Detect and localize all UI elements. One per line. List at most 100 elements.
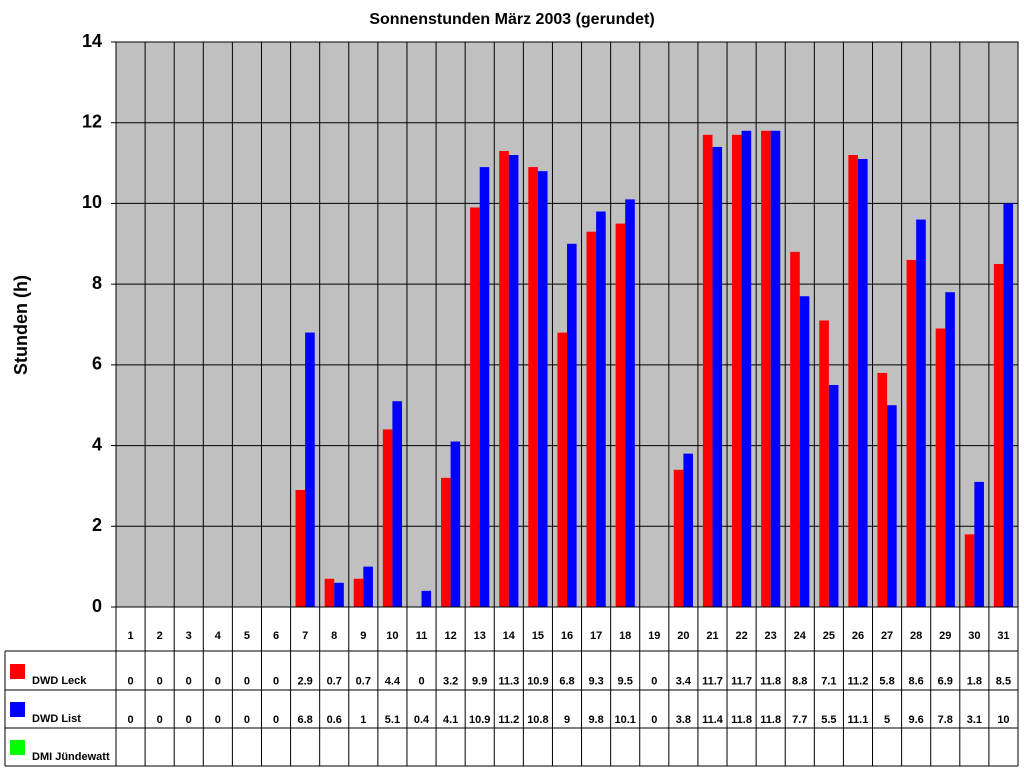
- x-tick-label: 3: [186, 630, 192, 642]
- table-value: 9: [564, 714, 570, 726]
- x-tick-label: 2: [157, 630, 163, 642]
- x-tick-label: 8: [331, 630, 337, 642]
- table-value: 0: [127, 714, 133, 726]
- y-tick-label: 0: [92, 596, 102, 616]
- table-value: 8.8: [792, 675, 807, 687]
- table-value: 0: [418, 675, 424, 687]
- bar: [887, 405, 897, 607]
- bar: [741, 130, 752, 608]
- bar: [305, 332, 315, 607]
- x-tick-label: 1: [127, 630, 133, 642]
- legend-label: DWD Leck: [32, 675, 87, 687]
- bar: [567, 243, 577, 608]
- table-value: 9.9: [472, 675, 487, 687]
- table-value: 5.5: [821, 714, 836, 726]
- bar: [596, 211, 606, 607]
- table-value: 11.7: [731, 675, 752, 687]
- bar: [935, 328, 946, 607]
- table-value: 10: [997, 714, 1009, 726]
- bar: [537, 171, 548, 607]
- bar: [363, 566, 373, 607]
- table-value: 8.6: [909, 675, 924, 687]
- x-tick-label: 30: [968, 630, 980, 642]
- bar: [916, 219, 926, 608]
- y-axis-label: Stunden (h): [11, 275, 31, 375]
- y-tick-label: 12: [82, 111, 102, 131]
- bar: [295, 489, 306, 607]
- x-tick-label: 15: [532, 630, 544, 642]
- x-tick-label: 19: [648, 630, 660, 642]
- x-tick-label: 13: [474, 630, 486, 642]
- table-value: 10.9: [527, 675, 548, 687]
- y-tick-label: 4: [92, 434, 102, 454]
- table-value: 1: [360, 714, 366, 726]
- table-value: 11.2: [848, 675, 869, 687]
- bar: [528, 167, 538, 607]
- table-value: 10.9: [469, 714, 490, 726]
- table-value: 11.2: [498, 714, 519, 726]
- x-tick-label: 22: [735, 630, 747, 642]
- x-tick-label: 9: [360, 630, 366, 642]
- table-value: 4.4: [385, 675, 401, 687]
- x-tick-label: 14: [503, 630, 516, 642]
- table-value: 11.7: [702, 675, 723, 687]
- bar: [557, 332, 567, 607]
- bar: [712, 146, 723, 607]
- y-tick-label: 6: [92, 354, 102, 374]
- table-value: 5: [884, 714, 890, 726]
- table-value: 0.7: [327, 675, 342, 687]
- bar: [761, 130, 771, 608]
- bar: [421, 590, 432, 607]
- bar: [906, 259, 917, 607]
- table-value: 3.1: [967, 714, 982, 726]
- table-value: 0: [651, 675, 657, 687]
- x-tick-label: 28: [910, 630, 922, 642]
- table-value: 0: [215, 714, 221, 726]
- bar: [731, 134, 742, 608]
- table-value: 9.3: [588, 675, 603, 687]
- table-value: 0: [244, 714, 250, 726]
- chart-title: Sonnenstunden März 2003 (gerundet): [369, 11, 654, 28]
- table-value: 0.7: [356, 675, 371, 687]
- bar: [1003, 203, 1014, 607]
- bar: [877, 372, 888, 607]
- bar: [673, 469, 684, 607]
- bar: [790, 251, 800, 607]
- bar: [819, 320, 829, 607]
- x-tick-label: 4: [215, 630, 222, 642]
- legend-key: [10, 740, 25, 755]
- x-tick-label: 18: [619, 630, 631, 642]
- bar: [586, 231, 597, 607]
- table-value: 0: [157, 675, 163, 687]
- bar: [324, 578, 335, 607]
- bar: [450, 441, 461, 607]
- table-value: 0: [186, 675, 192, 687]
- legend-key: [10, 664, 25, 679]
- x-tick-label: 16: [561, 630, 573, 642]
- bar: [974, 481, 984, 607]
- x-tick-label: 21: [706, 630, 718, 642]
- bar: [857, 159, 868, 608]
- table-value: 3.8: [676, 714, 691, 726]
- table-value: 0: [651, 714, 657, 726]
- bar: [683, 453, 693, 607]
- legend-key: [10, 702, 25, 717]
- bar: [499, 150, 509, 607]
- bar: [334, 582, 344, 607]
- table-value: 9.5: [618, 675, 633, 687]
- x-tick-label: 27: [881, 630, 893, 642]
- table-value: 11.3: [498, 675, 519, 687]
- x-tick-label: 12: [444, 630, 456, 642]
- bar: [799, 296, 810, 607]
- table-value: 0: [273, 714, 279, 726]
- legend-label: DMI Jündewatt: [32, 751, 110, 763]
- table-value: 11.1: [848, 714, 869, 726]
- table-value: 11.8: [731, 714, 752, 726]
- legend-label: DWD List: [32, 713, 81, 725]
- table-value: 7.8: [938, 714, 953, 726]
- table-value: 0: [127, 675, 133, 687]
- bar: [770, 130, 781, 608]
- x-tick-label: 17: [590, 630, 602, 642]
- table-value: 0: [186, 714, 192, 726]
